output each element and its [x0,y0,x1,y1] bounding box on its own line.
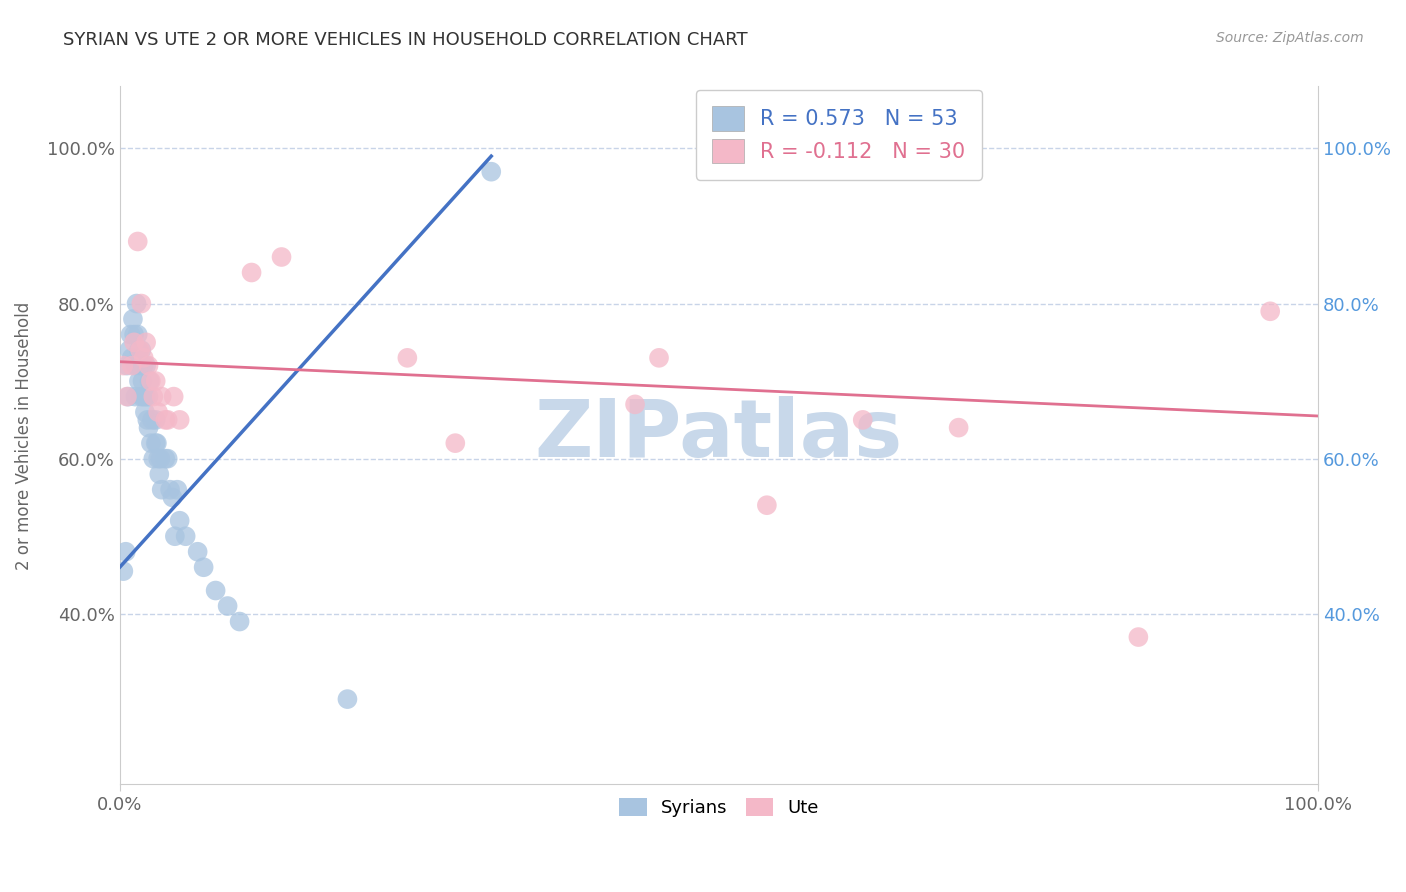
Point [131,296,153,310]
Point [150,390,173,404]
Text: SYRIAN VS UTE 2 OR MORE VEHICLES IN HOUSEHOLD CORRELATION CHART: SYRIAN VS UTE 2 OR MORE VEHICLES IN HOUS… [63,31,748,49]
Point [131,343,153,357]
Point [127,327,149,342]
Point [132,351,155,365]
Point [120,327,142,342]
Point [169,413,191,427]
Point [127,235,149,249]
Point [270,250,292,264]
Point [122,312,145,326]
Point [159,483,181,497]
Point [155,413,177,427]
Point [114,545,136,559]
Point [162,491,184,505]
Point [128,374,150,388]
Point [1258,304,1281,318]
Point [240,266,263,280]
Y-axis label: 2 or more Vehicles in Household: 2 or more Vehicles in Household [15,301,32,569]
Point [648,351,671,365]
Point [145,413,167,427]
Point [479,164,502,178]
Point [135,390,157,404]
Point [142,451,165,466]
Point [148,467,170,482]
Point [150,483,173,497]
Point [174,529,197,543]
Point [124,390,146,404]
Point [115,390,138,404]
Point [135,335,157,350]
Point [755,498,778,512]
Point [124,359,146,373]
Point [163,529,186,543]
Point [187,545,209,559]
Point [115,359,138,373]
Point [155,451,177,466]
Point [145,436,167,450]
Point [139,436,162,450]
Point [117,390,139,404]
Point [132,390,155,404]
Point [112,564,135,578]
Point [852,413,875,427]
Point [217,599,239,613]
Point [121,351,143,365]
Point [163,390,186,404]
Point [142,390,165,404]
Point [228,615,250,629]
Point [118,343,141,357]
Point [138,359,160,373]
Point [146,451,169,466]
Point [132,359,155,373]
Point [138,420,160,434]
Point [138,390,160,404]
Legend: Syrians, Ute: Syrians, Ute [612,790,825,824]
Point [112,359,135,373]
Point [135,359,157,373]
Point [129,359,152,373]
Point [125,296,148,310]
Point [146,436,169,450]
Point [169,514,191,528]
Point [948,420,970,434]
Point [204,583,226,598]
Text: ZIPatlas: ZIPatlas [534,396,903,475]
Point [122,335,145,350]
Point [193,560,215,574]
Point [129,343,152,357]
Point [134,405,156,419]
Point [156,413,179,427]
Point [145,374,167,388]
Point [624,397,647,411]
Point [149,451,172,466]
Point [138,374,160,388]
Point [122,327,145,342]
Point [131,374,153,388]
Point [146,405,169,419]
Point [166,483,188,497]
Point [141,413,163,427]
Point [336,692,359,706]
Point [1128,630,1150,644]
Point [121,359,143,373]
Point [136,413,159,427]
Point [131,390,153,404]
Text: Source: ZipAtlas.com: Source: ZipAtlas.com [1216,31,1364,45]
Point [444,436,467,450]
Point [396,351,419,365]
Point [128,343,150,357]
Point [156,451,179,466]
Point [139,374,162,388]
